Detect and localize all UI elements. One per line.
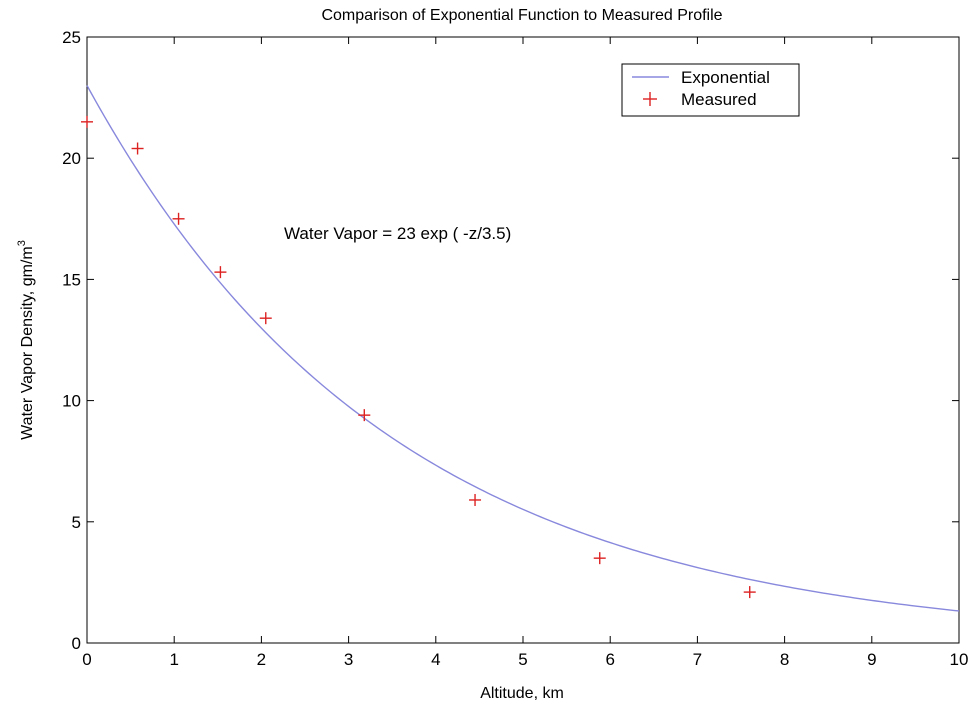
measured-point: [593, 552, 606, 565]
y-axis: 0 5 10 15 20 25: [62, 28, 959, 653]
y-axis-label: Water Vapor Density, gm/m3: [16, 240, 36, 440]
measured-point: [81, 115, 93, 128]
x-tick-label: 8: [780, 650, 789, 669]
measured-point: [358, 409, 371, 422]
legend: Exponential Measured: [621, 63, 800, 117]
measured-point: [172, 212, 185, 225]
plot-area: [86, 36, 960, 644]
measured-series: [81, 115, 756, 599]
x-tick-label: 2: [257, 650, 266, 669]
legend-measured-swatch: [643, 92, 657, 106]
chart-title: Comparison of Exponential Function to Me…: [321, 7, 722, 24]
y-axis-label-superscript: 3: [16, 240, 28, 246]
y-tick-label: 25: [62, 28, 81, 47]
y-tick-label: 5: [72, 513, 81, 532]
x-tick-label: 0: [82, 650, 91, 669]
y-tick-label: 0: [72, 634, 81, 653]
measured-point: [214, 266, 227, 279]
x-tick-label: 5: [518, 650, 527, 669]
legend-box: [621, 63, 800, 117]
x-tick-label: 9: [867, 650, 876, 669]
x-tick-label: 4: [431, 650, 440, 669]
measured-point: [743, 586, 756, 599]
y-axis-label-text: Water Vapor Density, gm/m: [19, 246, 36, 440]
x-tick-label: 1: [169, 650, 178, 669]
x-tick-label: 10: [950, 650, 969, 669]
y-tick-label: 10: [62, 392, 81, 411]
y-tick-label: 15: [62, 270, 81, 289]
exponential-series-line: [86, 85, 960, 612]
x-tick-label: 3: [344, 650, 353, 669]
x-tick-label: 7: [693, 650, 702, 669]
chart-annotation: Water Vapor = 23 exp ( -z/3.5): [284, 224, 511, 243]
y-tick-label: 20: [62, 149, 81, 168]
measured-point: [131, 142, 144, 155]
x-axis: 0 1 2 3 4 5 6 7 8 9 10: [82, 37, 968, 669]
measured-point: [259, 312, 272, 325]
measured-point: [469, 493, 482, 506]
x-tick-label: 6: [605, 650, 614, 669]
x-axis-label: Altitude, km: [480, 685, 564, 702]
legend-measured-label: Measured: [681, 90, 757, 109]
legend-exponential-label: Exponential: [681, 68, 770, 87]
